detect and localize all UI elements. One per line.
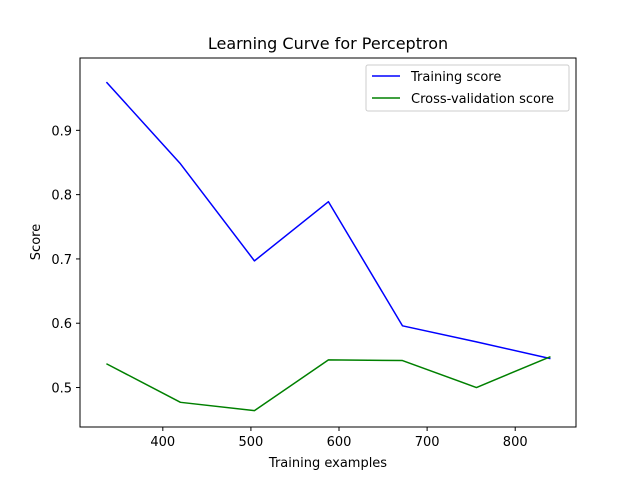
y-axis-label: Score	[29, 224, 44, 260]
legend-label-cross-validation: Cross-validation score	[411, 92, 554, 107]
x-tick-label: 700	[415, 435, 440, 450]
x-tick-label: 800	[503, 435, 528, 450]
legend-frame	[365, 64, 570, 112]
legend-label-training: Training score	[410, 70, 501, 85]
x-tick-label: 400	[150, 435, 175, 450]
y-tick-label: 0.7	[51, 253, 72, 268]
y-tick-label: 0.9	[51, 124, 72, 139]
y-tick-label: 0.8	[51, 189, 72, 204]
x-axis-label: Training examples	[268, 456, 387, 471]
y-tick-label: 0.5	[51, 382, 72, 397]
x-tick-label: 600	[327, 435, 352, 450]
plot-area: 400 500 600 700 800 0.5 0.6 0.7 0.8 0.9	[51, 81, 551, 450]
y-tick-label: 0.6	[51, 317, 72, 332]
legend: Training score Cross-validation score	[365, 64, 570, 112]
chart-title: Learning Curve for Perceptron	[208, 34, 448, 53]
x-tick-label: 500	[238, 435, 263, 450]
axes-frame	[79, 57, 577, 428]
